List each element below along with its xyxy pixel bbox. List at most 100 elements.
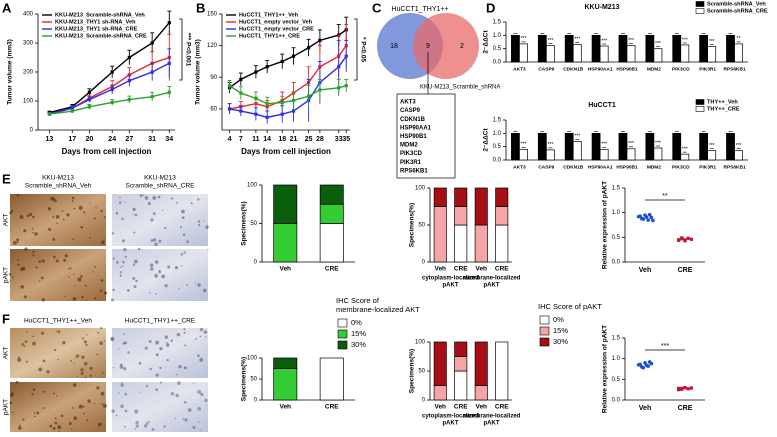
cell <box>155 293 157 295</box>
cell <box>33 412 36 414</box>
cell <box>145 422 149 425</box>
y-axis-label: Specimens(%) <box>241 357 248 401</box>
x-tick-label: HSP90AA1 <box>588 164 613 170</box>
marker <box>227 107 232 111</box>
bar-segment <box>273 368 298 401</box>
bar-segment <box>474 341 488 386</box>
cell <box>134 409 139 414</box>
y-tick-label: 100 <box>247 183 258 189</box>
bar-segment <box>319 184 344 205</box>
cell <box>9 401 13 405</box>
cell <box>71 428 73 430</box>
y-tick-label: 1.5 <box>493 118 502 124</box>
cell <box>53 255 56 259</box>
cell <box>9 211 13 215</box>
cell <box>120 404 124 409</box>
y-tick-label: 0.0 <box>493 60 502 66</box>
bar-segment <box>495 224 509 263</box>
y-tick-label: 1.0 <box>612 356 621 362</box>
cell <box>32 341 36 346</box>
cell <box>31 228 34 230</box>
cell <box>88 237 91 239</box>
cell <box>143 424 148 428</box>
x-tick-label: 17 <box>68 136 76 143</box>
cell <box>57 358 59 361</box>
legend-swatch <box>337 329 348 339</box>
cell <box>197 283 201 287</box>
cell <box>62 218 65 221</box>
bar <box>653 48 663 63</box>
cell <box>21 342 24 346</box>
bar-segment <box>433 206 447 263</box>
cell <box>111 232 115 235</box>
cell <box>61 210 64 212</box>
cell <box>182 233 186 236</box>
cell <box>69 267 72 270</box>
group-label: pAKT <box>443 283 459 289</box>
x-tick-label: 31 <box>148 136 156 143</box>
cell <box>80 275 83 278</box>
cell <box>192 382 195 385</box>
cell <box>150 267 154 271</box>
venn-label: KKU-M213_Scramble_shRNA <box>420 85 500 91</box>
marker <box>337 86 341 90</box>
gene: HSP90AA1 <box>400 125 432 131</box>
legend-label: KKU-M213_Scramble-shRNA_CRE <box>55 33 147 39</box>
legend-swatch <box>337 340 348 350</box>
cell <box>176 373 178 376</box>
group-label: cytoplasm-localized <box>422 414 479 420</box>
cell <box>99 341 103 346</box>
cell <box>134 213 138 217</box>
y-axis-label: Tumor volume (mm3) <box>7 39 14 105</box>
cell <box>83 340 87 344</box>
x-tick-label: AKT3 <box>513 164 526 170</box>
cell <box>203 330 208 334</box>
panel-label: E <box>2 171 11 186</box>
cell <box>16 238 19 242</box>
bar-segment <box>454 187 468 207</box>
x-tick-label: Veh <box>279 266 291 273</box>
cell <box>71 200 74 202</box>
bar-segment <box>433 385 447 401</box>
cell <box>145 385 149 388</box>
bar <box>511 132 520 161</box>
cell <box>53 198 57 203</box>
cell <box>151 428 155 432</box>
legend-label: HuCCT1_THY1++_Veh <box>239 12 299 18</box>
cell <box>80 371 84 375</box>
cell <box>97 331 100 334</box>
cell <box>176 201 178 204</box>
cell <box>89 366 93 371</box>
cell <box>52 215 55 218</box>
significance: *** <box>628 38 634 44</box>
cell <box>150 239 154 242</box>
cell <box>66 213 70 217</box>
legend-label: Scramble-shRNA_Veh <box>707 1 766 7</box>
annotation: *** <box>661 343 669 350</box>
marker <box>127 55 131 60</box>
cell <box>72 297 77 301</box>
marker <box>87 90 91 94</box>
bar-segment <box>319 357 344 401</box>
cell <box>150 218 154 222</box>
y-tick-label: 50 <box>418 223 425 229</box>
cell <box>54 417 57 420</box>
marker <box>280 59 284 64</box>
bar <box>591 34 601 63</box>
cell <box>64 254 68 258</box>
bar <box>618 34 628 63</box>
bar <box>645 132 655 161</box>
bar-segment <box>433 341 447 386</box>
chart-title: HuCCT1 <box>588 102 616 109</box>
marker <box>318 88 322 92</box>
x-tick-label: CASP9 <box>538 66 554 72</box>
cell <box>134 428 137 430</box>
cell <box>159 346 163 351</box>
significance: *** <box>574 134 580 140</box>
cell <box>12 240 17 245</box>
marker <box>167 90 171 94</box>
data-point <box>651 218 655 223</box>
cell <box>96 353 99 356</box>
cell <box>149 367 152 371</box>
